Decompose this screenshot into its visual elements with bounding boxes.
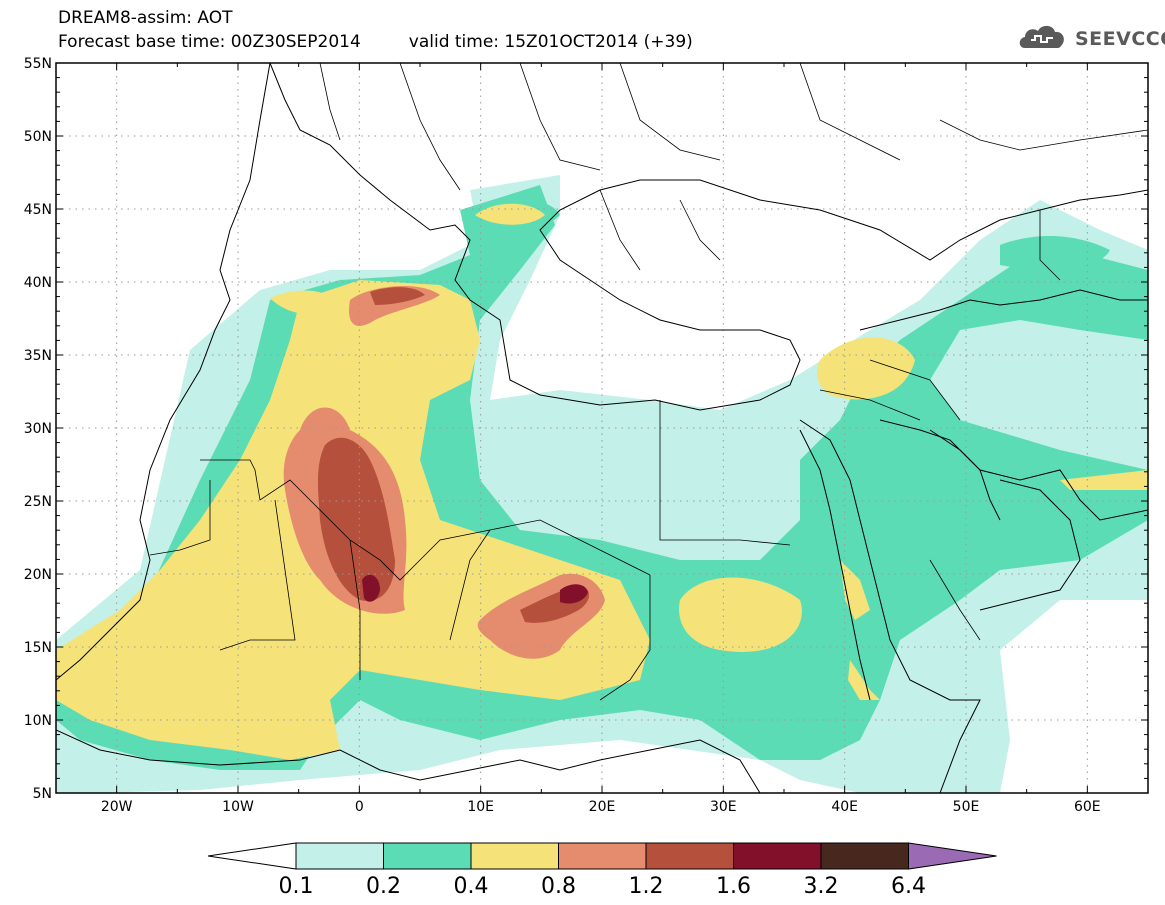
lat-label: 15N <box>24 640 52 656</box>
colorbar-over-arrow <box>908 842 997 870</box>
lat-label: 5N <box>33 786 52 802</box>
map-title: DREAM8-assim: AOT <box>58 8 233 28</box>
forecast-times: Forecast base time: 00Z30SEP2014 valid ti… <box>58 32 693 52</box>
colorbar-level-label: 0.2 <box>366 874 401 899</box>
colorbar-box <box>383 842 472 870</box>
colorbar-level-label: 3.2 <box>804 874 839 899</box>
latitude-labels: 55N 50N 45N 40N 35N 30N 25N 20N 15N 10N 5N <box>24 56 52 802</box>
lat-label: 35N <box>24 348 52 364</box>
colorbar-level-label: 0.1 <box>279 874 314 899</box>
cloud-icon <box>1017 22 1069 56</box>
lon-label: 60E <box>1074 799 1101 815</box>
colorbar-level-label: 1.6 <box>716 874 751 899</box>
colorbar-labels: 0.1 0.2 0.4 0.8 1.2 1.6 3.2 6.4 <box>279 874 927 899</box>
aot-field <box>56 175 1148 793</box>
lon-label: 20W <box>101 799 133 815</box>
lat-label: 20N <box>24 567 52 583</box>
lon-label: 30E <box>710 799 737 815</box>
seevccc-logo: SEEVCCC <box>1017 24 1165 54</box>
lat-label: 45N <box>24 202 52 218</box>
aot-level-1.6 <box>362 574 588 604</box>
colorbar-box <box>470 842 559 870</box>
lon-label: 40E <box>831 799 858 815</box>
graticule <box>56 63 1148 793</box>
lat-label: 10N <box>24 713 52 729</box>
colorbar-box <box>820 842 909 870</box>
lat-label: 30N <box>24 421 52 437</box>
colorbar-box <box>645 842 734 870</box>
lat-label: 40N <box>24 275 52 291</box>
colorbar-level-label: 1.2 <box>629 874 664 899</box>
aot-level-1.2 <box>317 287 590 623</box>
lat-label: 25N <box>24 494 52 510</box>
colorbar-level-label: 0.8 <box>541 874 576 899</box>
lat-label: 55N <box>24 56 52 72</box>
colorbar-under-arrow <box>207 842 297 870</box>
colorbar-level-label: 6.4 <box>891 874 926 899</box>
colorbar-box <box>295 842 384 870</box>
colorbar <box>207 842 997 870</box>
colorbar-level-label: 0.4 <box>454 874 489 899</box>
lat-label: 50N <box>24 129 52 145</box>
valid-time: valid time: 15Z01OCT2014 (+39) <box>408 32 693 52</box>
longitude-labels: 20W 10W 0 10E 20E 30E 40E 50E 60E <box>101 799 1101 815</box>
lon-label: 0 <box>355 799 364 815</box>
country-borders <box>149 63 1148 701</box>
colorbar-box <box>733 842 822 870</box>
lon-label: 20E <box>589 799 616 815</box>
colorbar-box <box>558 842 647 870</box>
axis-ticks <box>56 62 1148 794</box>
logo-text: SEEVCCC <box>1075 28 1165 50</box>
coastlines <box>56 63 1148 793</box>
lon-label: 10E <box>467 799 494 815</box>
lon-label: 10W <box>222 799 254 815</box>
base-time: Forecast base time: 00Z30SEP2014 <box>58 32 361 52</box>
lon-label: 50E <box>953 799 980 815</box>
